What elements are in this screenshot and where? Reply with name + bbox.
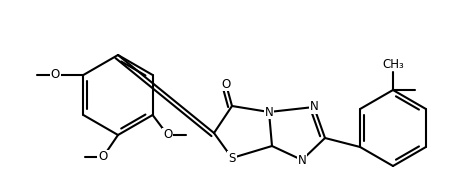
Text: O: O — [163, 129, 172, 142]
Text: S: S — [228, 152, 235, 164]
Text: O: O — [51, 68, 60, 82]
Text: O: O — [98, 151, 108, 164]
Text: N: N — [310, 101, 318, 114]
Text: N: N — [298, 153, 306, 167]
Text: N: N — [265, 105, 274, 118]
Text: CH₃: CH₃ — [382, 58, 404, 70]
Text: O: O — [221, 77, 231, 90]
